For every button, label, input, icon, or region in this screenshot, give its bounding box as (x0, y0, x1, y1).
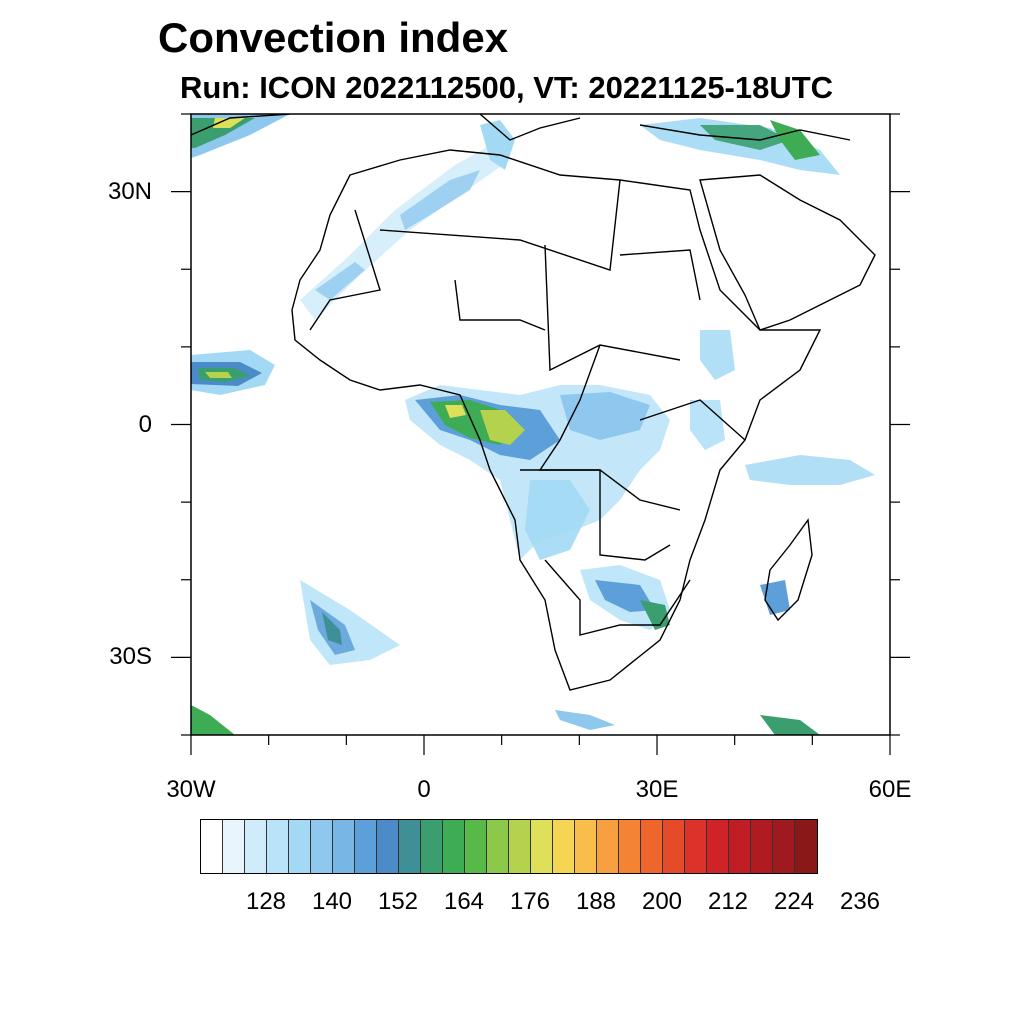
colorbar-label: 128 (245, 888, 287, 915)
colorbar-swatch (223, 820, 245, 873)
colorbar-label: 212 (707, 888, 749, 915)
colorbar-swatch (553, 820, 575, 873)
colorbar-swatch (531, 820, 553, 873)
axis-ticks (171, 113, 910, 755)
x-tick-label: 0 (417, 776, 431, 803)
colorbar-swatch (663, 820, 685, 873)
x-tick-label: 30W (166, 776, 216, 803)
convection-field (191, 114, 875, 735)
colorbar-swatch (685, 820, 707, 873)
colorbar-swatch (443, 820, 465, 873)
colorbar-label: 188 (575, 888, 617, 915)
colorbar-swatch (575, 820, 597, 873)
y-tick-label: 30N (107, 177, 152, 205)
coastlines-and-borders (191, 114, 876, 691)
colorbar-swatch (641, 820, 663, 873)
colorbar-label: 140 (311, 888, 353, 915)
colorbar-label: 176 (509, 888, 551, 915)
colorbar-swatch (267, 820, 289, 873)
colorbar-swatch (289, 820, 311, 873)
colorbar-swatch (399, 820, 421, 873)
colorbar-swatch (487, 820, 509, 873)
colorbar-swatch (311, 820, 333, 873)
colorbar-label: 224 (773, 888, 815, 915)
colorbar-swatch (355, 820, 377, 873)
colorbar-swatch (333, 820, 355, 873)
colorbar-label: 236 (839, 888, 881, 915)
colorbar-swatch (729, 820, 751, 873)
colorbar-swatch (509, 820, 531, 873)
colorbar-swatch (795, 820, 817, 873)
colorbar-swatch (421, 820, 443, 873)
colorbar-label: 152 (377, 888, 419, 915)
chart-title: Convection index (158, 14, 509, 61)
x-tick-label: 60E (868, 776, 912, 803)
y-tick-label: 0 (138, 410, 152, 438)
colorbar-swatch (465, 820, 487, 873)
colorbar-swatch (245, 820, 267, 873)
colorbar-swatch (707, 820, 729, 873)
colorbar-swatch (751, 820, 773, 873)
chart-subtitle: Run: ICON 2022112500, VT: 20221125-18UTC (180, 70, 834, 105)
colorbar (200, 819, 818, 874)
colorbar-label: 200 (641, 888, 683, 915)
y-tick-label: 30S (109, 643, 152, 671)
colorbar-swatch (201, 820, 223, 873)
colorbar-swatch (619, 820, 641, 873)
colorbar-label: 164 (443, 888, 485, 915)
colorbar-swatch (773, 820, 795, 873)
colorbar-swatch (597, 820, 619, 873)
colorbar-swatch (377, 820, 399, 873)
x-tick-label: 30E (635, 776, 679, 803)
